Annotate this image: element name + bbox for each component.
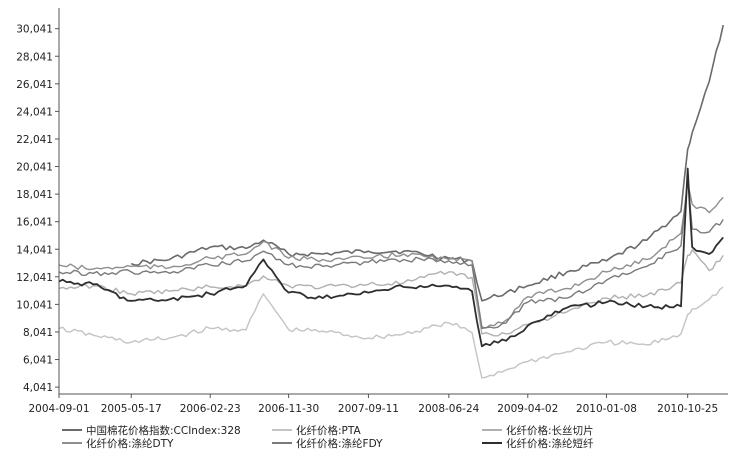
y-tick-label: 22,041 [16, 134, 53, 146]
y-tick-label: 24,041 [16, 106, 53, 118]
y-tick-label: 4,041 [23, 382, 53, 394]
y-tick-label: 6,041 [23, 355, 53, 367]
series-lines [58, 24, 724, 379]
series-line-4 [58, 177, 724, 330]
legend-label: 中国棉花价格指数:CCIndex:328 [86, 424, 241, 437]
series-line-5 [58, 167, 724, 348]
x-tick-label: 2008-06-24 [418, 403, 479, 415]
legend-label: 化纤价格:长丝切片 [506, 424, 594, 437]
series-line-3 [58, 182, 724, 329]
y-tick-label: 30,041 [16, 24, 53, 36]
legend-label: 化纤价格:涤纶FDY [296, 437, 383, 450]
y-tick-label: 10,041 [16, 299, 53, 311]
y-tick-label: 16,041 [16, 217, 53, 229]
x-axis-ticks: 2004-09-01 2005-05-17 2006-02-23 2006-11-30… [28, 394, 718, 415]
series-line-0 [130, 24, 724, 302]
x-tick-label: 2006-02-23 [180, 403, 241, 415]
x-tick-label: 2005-05-17 [101, 403, 162, 415]
series-line-2 [58, 249, 724, 337]
x-tick-label: 2010-01-08 [576, 403, 637, 415]
legend-label: 化纤价格:涤纶DTY [86, 437, 174, 450]
y-tick-label: 18,041 [16, 189, 53, 201]
y-tick-label: 8,041 [23, 327, 53, 339]
x-tick-label: 2006-11-30 [258, 403, 319, 415]
y-tick-label: 12,041 [16, 272, 53, 284]
legend-label: 化纤价格:涤纶短纤 [506, 437, 594, 450]
y-tick-label: 20,041 [16, 162, 53, 174]
x-tick-label: 2007-09-11 [338, 403, 399, 415]
legend-label: 化纤价格:PTA [296, 424, 361, 437]
y-tick-label: 26,041 [16, 79, 53, 91]
legend: 中国棉花价格指数:CCIndex:328 化纤价格:PTA 化纤价格:长丝切片化纤价… [62, 424, 594, 450]
series-line-1 [58, 286, 724, 379]
y-tick-label: 28,041 [16, 51, 53, 63]
y-axis-ticks: 4,041 6,041 8,041 10,041 12,041 14,041 16,041 1… [16, 24, 59, 394]
x-tick-label: 2009-04-02 [497, 403, 558, 415]
x-tick-label: 2010-10-25 [657, 403, 718, 415]
y-tick-label: 14,041 [16, 244, 53, 256]
x-tick-label: 2004-09-01 [28, 403, 89, 415]
